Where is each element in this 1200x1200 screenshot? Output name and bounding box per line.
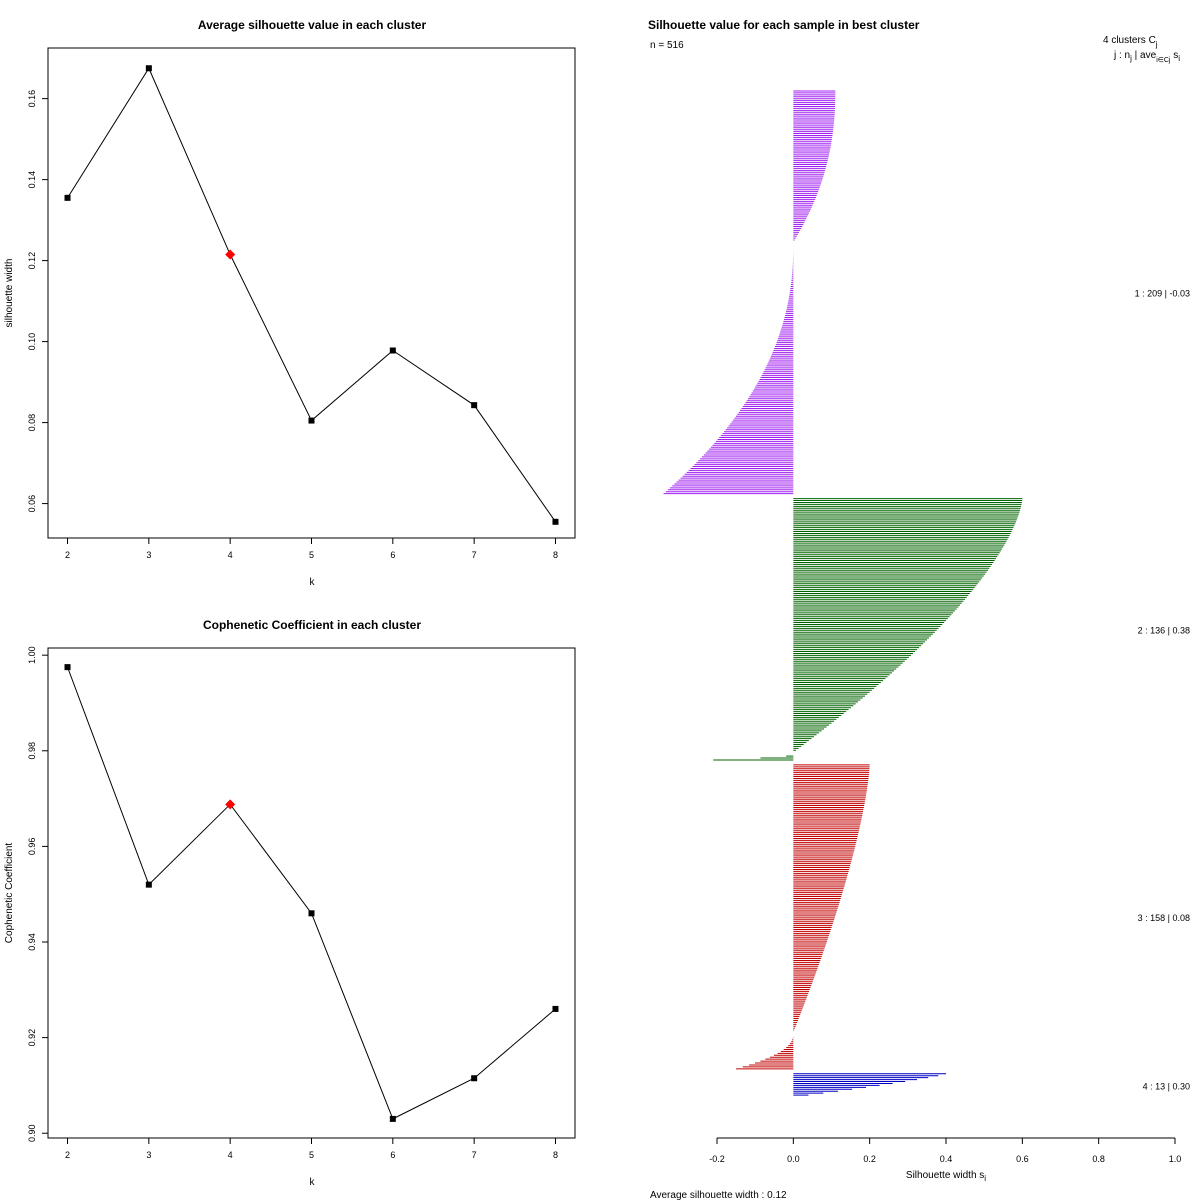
- data-point: [471, 402, 478, 409]
- plot-frame: [47, 47, 576, 539]
- clusters-header-sub: j: [1155, 40, 1158, 49]
- cluster-summary-label: 1 : 209 | -0.03: [1135, 288, 1190, 298]
- y-axis-label: silhouette width: [4, 259, 15, 328]
- silhouette-bar-chart: Silhouette value for each sample in best…: [648, 18, 1190, 1200]
- x-tick-label: 3: [146, 550, 151, 560]
- y-tick-label: 0.16: [27, 90, 37, 108]
- data-point: [471, 1075, 478, 1082]
- best-k-point: [225, 799, 236, 810]
- data-point: [145, 881, 152, 888]
- sample-count-label: n = 516: [650, 40, 684, 51]
- columns-header-sub1: j: [1129, 54, 1132, 63]
- clusters-header-text: 4 clusters C: [1103, 35, 1156, 46]
- y-tick-label: 0.10: [27, 333, 37, 351]
- silhouette-line-chart: Average silhouette value in each cluster…: [4, 18, 576, 588]
- x-tick-label: 2: [65, 550, 70, 560]
- x-tick-label: 4: [228, 1150, 233, 1160]
- y-tick-label: 0.92: [27, 1029, 37, 1047]
- series-line: [67, 67, 556, 523]
- columns-header-sub3: i: [1178, 54, 1180, 63]
- x-tick-label: 0.6: [1016, 1154, 1029, 1164]
- cluster-summary-label: 4 : 13 | 0.30: [1143, 1081, 1190, 1091]
- x-tick-label: 6: [390, 550, 395, 560]
- x-axis-label-sub: i: [984, 1174, 986, 1183]
- plot-frame: [47, 647, 576, 1139]
- x-tick-label: -0.2: [709, 1154, 725, 1164]
- x-tick-label: 8: [553, 1150, 558, 1160]
- x-tick-label: 6: [390, 1150, 395, 1160]
- y-tick-label: 0.94: [27, 933, 37, 951]
- columns-header-ave: | ave: [1132, 50, 1157, 61]
- x-tick-label: 1.0: [1169, 1154, 1182, 1164]
- x-tick-label: 0.2: [863, 1154, 876, 1164]
- average-silhouette-label: Average silhouette width : 0.12: [650, 1190, 787, 1200]
- x-tick-label: 0.4: [940, 1154, 953, 1164]
- y-tick-label: 0.90: [27, 1124, 37, 1142]
- x-tick-label: 7: [472, 550, 477, 560]
- columns-header-end: s: [1170, 50, 1178, 61]
- y-tick-label: 1.00: [27, 646, 37, 664]
- columns-header-text: j : n: [1113, 50, 1130, 61]
- clusters-header: 4 clusters Cj: [1103, 35, 1158, 49]
- cophenetic-line-chart: Cophenetic Coefficient in each cluster k…: [4, 618, 576, 1188]
- y-tick-label: 0.98: [27, 742, 37, 760]
- x-tick-label: 0.8: [1092, 1154, 1105, 1164]
- data-point: [308, 417, 315, 424]
- x-axis-label: Silhouette width si: [906, 1170, 986, 1183]
- x-axis-label: k: [310, 577, 316, 588]
- y-tick-label: 0.08: [27, 414, 37, 432]
- x-tick-label: 3: [146, 1150, 151, 1160]
- data-point: [389, 1115, 396, 1122]
- data-point: [552, 518, 559, 525]
- columns-header-sub2: i∈Cj: [1156, 57, 1171, 64]
- x-tick-label: 5: [309, 550, 314, 560]
- x-axis-label-text: Silhouette width s: [906, 1170, 984, 1181]
- x-axis-label: k: [310, 1177, 316, 1188]
- chart-title: Cophenetic Coefficient in each cluster: [203, 618, 421, 632]
- y-tick-label: 0.12: [27, 252, 37, 270]
- data-point: [145, 65, 152, 72]
- y-tick-label: 0.06: [27, 495, 37, 513]
- series-line: [67, 666, 556, 1120]
- data-point: [64, 664, 71, 671]
- best-k-point: [225, 249, 236, 260]
- columns-header: j : nj | avei∈Cj si: [1113, 50, 1180, 64]
- x-tick-label: 5: [309, 1150, 314, 1160]
- cluster-summary-label: 3 : 158 | 0.08: [1138, 913, 1190, 923]
- data-point: [308, 910, 315, 917]
- x-tick-label: 0.0: [787, 1154, 800, 1164]
- x-tick-label: 2: [65, 1150, 70, 1160]
- chart-title: Average silhouette value in each cluster: [198, 18, 427, 32]
- data-point: [64, 194, 71, 201]
- y-tick-label: 0.96: [27, 838, 37, 856]
- chart-title: Silhouette value for each sample in best…: [648, 18, 920, 32]
- y-tick-label: 0.14: [27, 171, 37, 189]
- y-axis-label: Cophenetic Coefficient: [4, 843, 15, 944]
- x-tick-label: 7: [472, 1150, 477, 1160]
- data-point: [389, 347, 396, 354]
- cluster-summary-label: 2 : 136 | 0.38: [1138, 625, 1190, 635]
- data-point: [552, 1005, 559, 1012]
- x-tick-label: 8: [553, 550, 558, 560]
- x-tick-label: 4: [228, 550, 233, 560]
